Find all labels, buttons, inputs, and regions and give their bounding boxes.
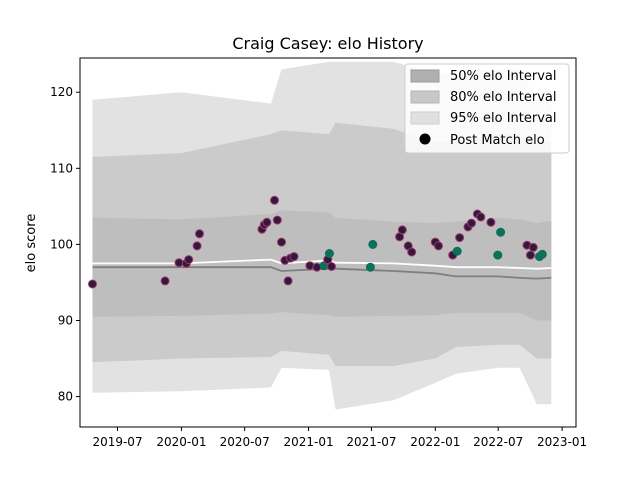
post-match-point-loss bbox=[327, 262, 336, 271]
x-tick-label: 2021-07 bbox=[346, 435, 396, 449]
x-tick-label: 2023-01 bbox=[537, 435, 587, 449]
post-match-point-loss bbox=[528, 242, 538, 252]
post-match-point-loss bbox=[88, 279, 97, 289]
post-match-point-loss bbox=[467, 218, 476, 228]
legend-swatch-80 bbox=[410, 90, 440, 104]
x-tick-label: 2020-01 bbox=[156, 435, 206, 449]
x-tick-label: 2022-07 bbox=[473, 435, 523, 449]
legend-marker-post-match bbox=[419, 133, 431, 145]
post-match-point-loss bbox=[277, 237, 286, 247]
post-match-point-loss bbox=[289, 252, 299, 262]
y-tick-label: 110 bbox=[50, 161, 73, 175]
legend-box bbox=[404, 63, 570, 154]
legend-label-post-match: Post Match elo bbox=[450, 133, 545, 148]
chart-title: Craig Casey: elo History bbox=[232, 34, 423, 53]
legend-swatch-50 bbox=[410, 69, 440, 83]
post-match-point-loss bbox=[270, 195, 279, 205]
post-match-point-win bbox=[365, 262, 375, 272]
y-tick-label: 90 bbox=[58, 313, 73, 327]
post-match-point-win bbox=[324, 249, 334, 258]
post-match-point-loss bbox=[397, 225, 407, 235]
plot-frame bbox=[79, 57, 577, 428]
y-tick-label: 120 bbox=[50, 85, 73, 99]
post-match-point-loss bbox=[184, 255, 194, 265]
y-axis-ticks: 80 90 100 110 120 bbox=[50, 85, 80, 404]
post-match-point-win bbox=[368, 239, 378, 249]
post-match-point-loss bbox=[195, 229, 204, 239]
legend-label-95: 95% elo Interval bbox=[450, 111, 557, 126]
post-match-point-loss bbox=[192, 241, 202, 251]
post-match-point-loss bbox=[407, 247, 417, 257]
x-tick-label: 2020-07 bbox=[220, 435, 270, 449]
legend-label-80: 80% elo Interval bbox=[450, 90, 557, 105]
elo-lines bbox=[92, 258, 552, 280]
post-match-point-loss bbox=[486, 217, 496, 227]
post-match-point-loss bbox=[434, 241, 443, 251]
post-match-point-loss bbox=[455, 233, 465, 243]
post-match-points bbox=[88, 195, 547, 289]
post-match-point-loss bbox=[174, 258, 184, 268]
post-match-point-win bbox=[537, 249, 547, 259]
y-tick-label: 80 bbox=[58, 390, 73, 404]
legend-label-50: 50% elo Interval bbox=[450, 69, 557, 84]
post-match-point-loss bbox=[312, 262, 322, 272]
post-match-point-win bbox=[493, 250, 503, 260]
x-axis-ticks: 2019-07 2020-01 2020-07 2021-01 2021-07 2022-… bbox=[92, 427, 587, 449]
post-match-point-loss bbox=[526, 250, 535, 260]
median-line bbox=[92, 266, 552, 280]
post-match-point-loss bbox=[283, 276, 293, 286]
post-match-point-loss bbox=[160, 276, 170, 286]
legend-swatch-95 bbox=[410, 111, 440, 125]
x-tick-label: 2019-07 bbox=[92, 435, 142, 449]
legend: 50% elo Interval 80% elo Interval 95% el… bbox=[404, 63, 570, 154]
x-tick-label: 2022-01 bbox=[410, 435, 460, 449]
post-match-point-loss bbox=[262, 217, 272, 227]
post-match-point-win bbox=[452, 246, 462, 256]
y-tick-label: 100 bbox=[50, 237, 73, 251]
x-tick-label: 2021-01 bbox=[283, 435, 333, 449]
y-axis-label: elo score bbox=[24, 214, 39, 273]
post-match-point-loss bbox=[272, 215, 282, 225]
mean-line bbox=[92, 258, 552, 270]
post-match-point-win bbox=[496, 227, 506, 237]
post-match-point-loss bbox=[476, 212, 486, 222]
